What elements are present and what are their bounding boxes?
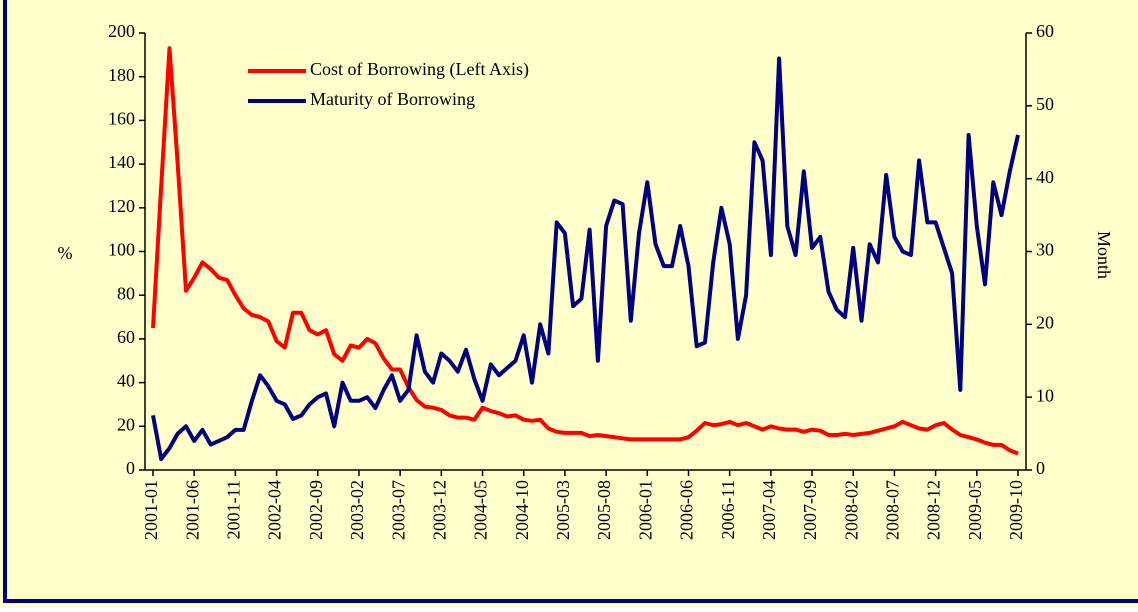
x-tick-label: 2001-06 [182, 480, 202, 540]
x-tick-label: 2008-12 [924, 480, 944, 540]
x-tick-label: 2009-05 [965, 480, 985, 540]
y2-tick-label: 50 [1036, 94, 1054, 114]
x-tick-label: 2003-12 [429, 480, 449, 540]
y2-tick-label: 60 [1036, 21, 1054, 41]
y2-tick-label: 10 [1036, 385, 1054, 405]
series-line [151, 56, 1020, 462]
x-tick-label: 2001-01 [141, 480, 161, 540]
y2-axis-label: Month [1094, 231, 1114, 279]
x-tick-label: 2006-11 [718, 480, 738, 539]
x-tick-label: 2003-07 [388, 480, 408, 540]
y-tick-label: 160 [108, 109, 135, 129]
x-tick-label: 2006-06 [677, 480, 697, 540]
y-tick-label: 60 [117, 327, 135, 347]
x-tick-label: 2004-05 [471, 480, 491, 540]
y2-tick-label: 40 [1036, 167, 1054, 187]
y2-tick-label: 0 [1036, 458, 1045, 478]
x-tick-label: 2004-10 [512, 480, 532, 540]
legend-label: Maturity of Borrowing [310, 89, 475, 109]
x-tick-label: 2007-04 [759, 480, 779, 540]
y2-tick-label: 20 [1036, 312, 1054, 332]
x-tick-label: 2003-02 [347, 480, 367, 540]
y-tick-label: 140 [108, 152, 135, 172]
x-tick-label: 2008-07 [883, 480, 903, 540]
y-axis-label: % [58, 243, 73, 263]
x-tick-label: 2006-01 [635, 480, 655, 540]
y-tick-label: 20 [117, 414, 135, 434]
x-tick-label: 2008-02 [841, 480, 861, 540]
y2-tick-label: 30 [1036, 240, 1054, 260]
series-line [151, 46, 1019, 456]
y-tick-label: 100 [108, 240, 135, 260]
y-tick-label: 0 [126, 458, 135, 478]
x-tick-label: 2009-10 [1006, 480, 1026, 540]
y-tick-label: 120 [108, 196, 135, 216]
x-tick-label: 2007-09 [800, 480, 820, 540]
y-tick-label: 80 [117, 283, 135, 303]
x-tick-label: 2005-03 [553, 480, 573, 540]
x-tick-label: 2001-11 [224, 480, 244, 539]
x-tick-label: 2002-09 [306, 480, 326, 540]
y-tick-label: 40 [117, 371, 135, 391]
x-tick-label: 2005-08 [594, 480, 614, 540]
x-tick-label: 2002-04 [265, 480, 285, 540]
y-tick-label: 200 [108, 21, 135, 41]
legend-label: Cost of Borrowing (Left Axis) [310, 59, 529, 80]
y-tick-label: 180 [108, 65, 135, 85]
